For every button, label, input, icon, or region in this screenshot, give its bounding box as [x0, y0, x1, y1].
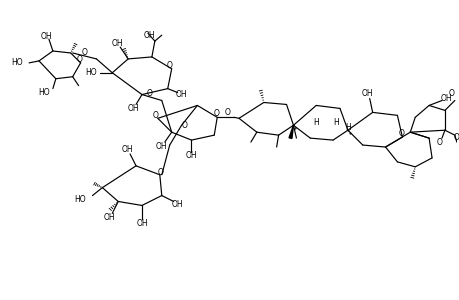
Text: H: H [313, 118, 319, 127]
Text: HO: HO [38, 88, 50, 97]
Text: O: O [152, 111, 158, 120]
Text: OH: OH [156, 142, 167, 151]
Text: OH: OH [136, 219, 147, 228]
Text: OH: OH [440, 94, 452, 103]
Text: O: O [436, 138, 442, 147]
Text: O: O [453, 133, 459, 142]
Text: OH: OH [185, 152, 197, 160]
Text: OH: OH [361, 89, 373, 98]
Text: HO: HO [11, 58, 23, 68]
Text: OH: OH [144, 31, 156, 40]
Text: O: O [167, 61, 172, 70]
Text: HO: HO [84, 68, 96, 77]
Text: O: O [397, 129, 403, 138]
Text: OH: OH [127, 104, 139, 113]
Text: O: O [181, 121, 187, 130]
Text: OH: OH [171, 200, 183, 209]
Text: O: O [77, 56, 82, 64]
Text: OH: OH [175, 90, 187, 99]
Text: O: O [81, 49, 87, 58]
Text: O: O [146, 89, 152, 98]
Text: HO: HO [74, 195, 85, 204]
Text: OH: OH [40, 32, 52, 40]
Text: H: H [332, 118, 338, 127]
Text: O: O [157, 168, 163, 177]
Text: H: H [344, 123, 350, 132]
Text: O: O [213, 109, 218, 118]
Text: OH: OH [111, 39, 123, 48]
Text: OH: OH [121, 146, 133, 154]
Text: O: O [448, 89, 454, 98]
Text: OH: OH [103, 213, 115, 222]
Polygon shape [288, 125, 293, 139]
Text: O: O [224, 108, 230, 117]
